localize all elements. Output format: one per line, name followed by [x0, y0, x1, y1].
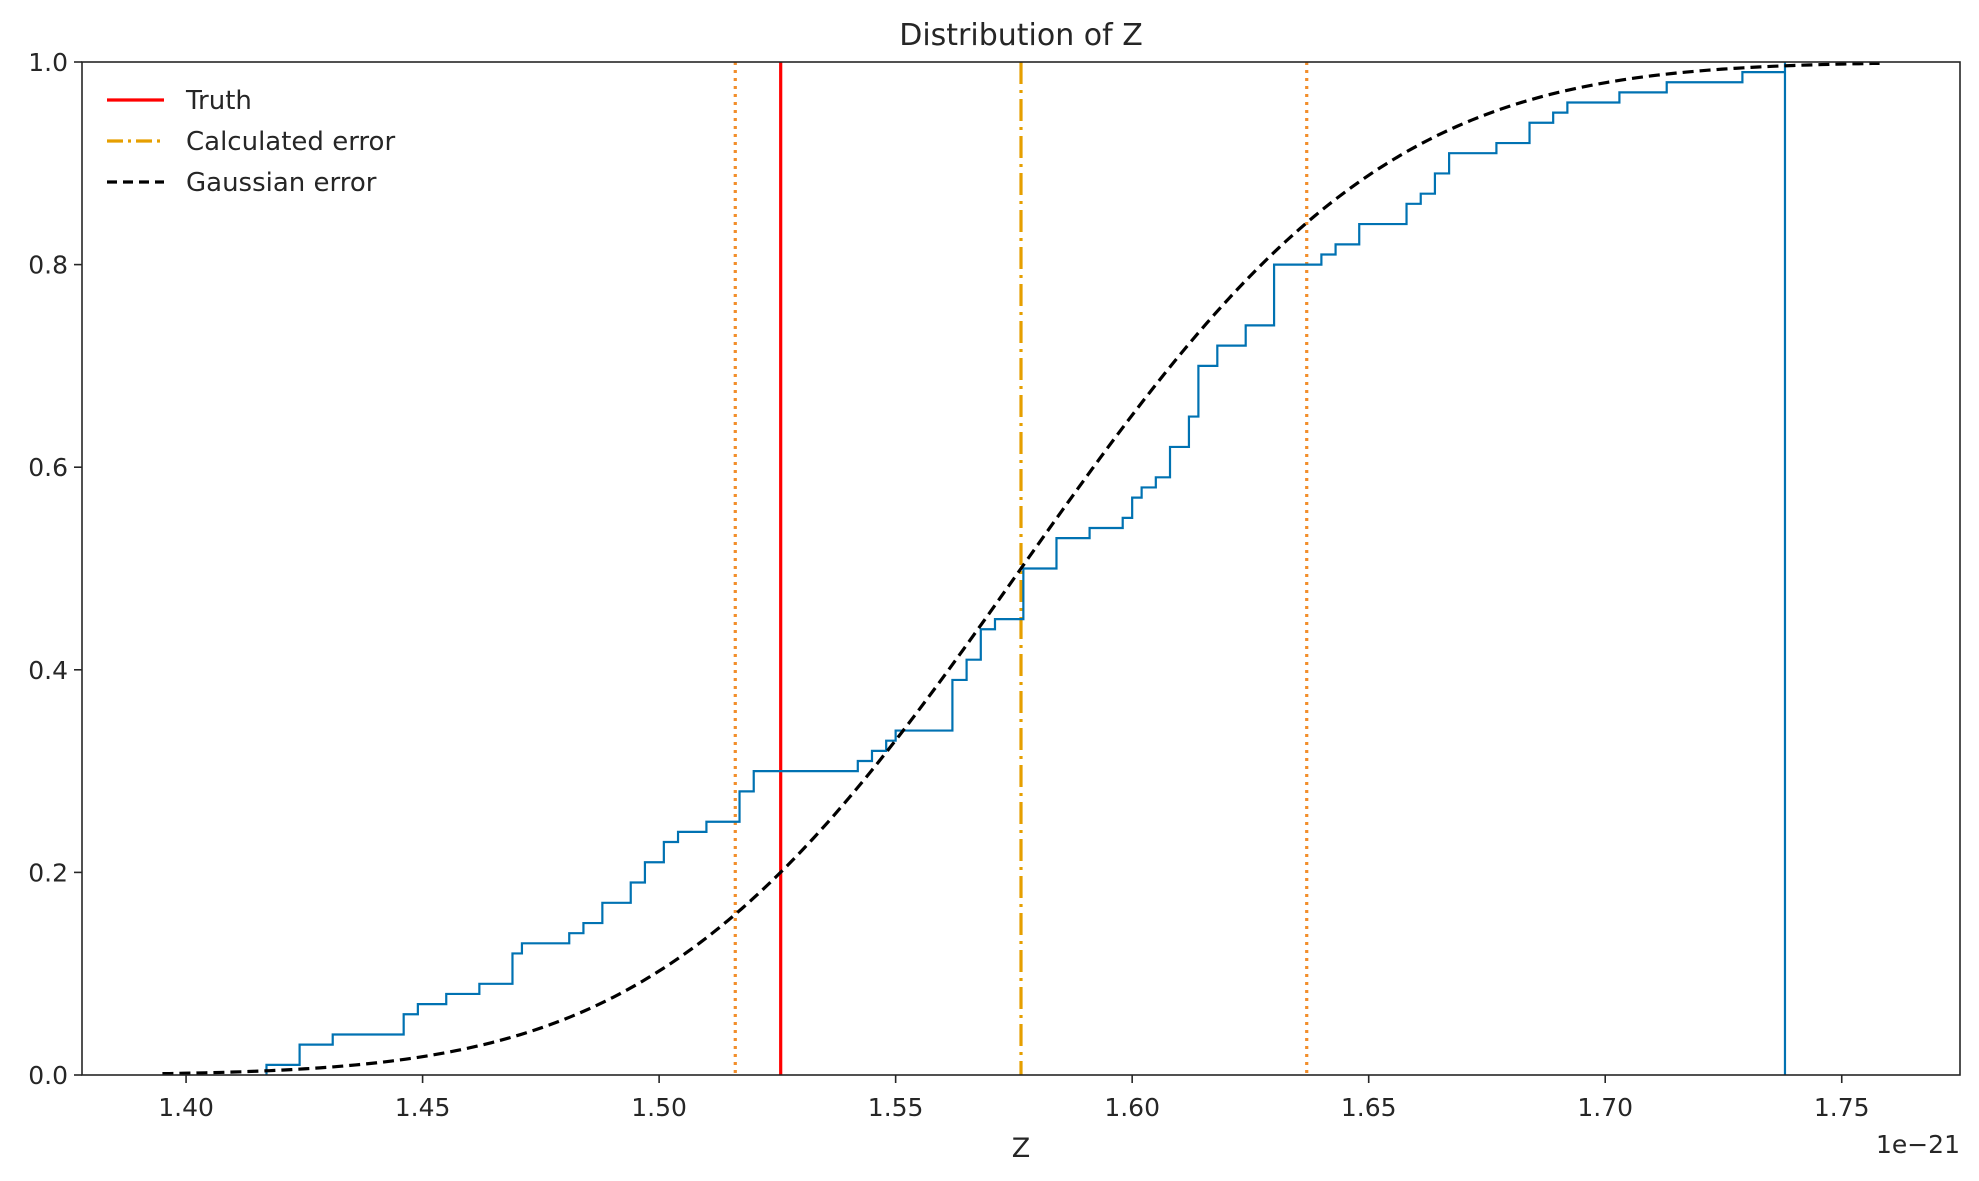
y-axis-ticks: 0.0 0.2 0.4 0.6 0.8 1.0: [28, 48, 82, 1090]
y-tick-label: 0.8: [28, 251, 68, 280]
x-tick-label: 1.55: [868, 1093, 924, 1122]
x-tick-label: 1.65: [1341, 1093, 1397, 1122]
x-tick-label: 1.45: [395, 1093, 451, 1122]
y-tick-label: 1.0: [28, 48, 68, 77]
x-axis-ticks: 1.40 1.45 1.50 1.55 1.60 1.65 1.70 1.75: [158, 1075, 1870, 1122]
gaussian-cdf-line: [162, 62, 1880, 1075]
x-axis-offset-label: 1e−21: [1876, 1130, 1960, 1159]
x-axis-label: Z: [1012, 1133, 1031, 1164]
plot-frame: [81, 61, 1961, 1076]
plot-area: [162, 62, 1880, 1075]
ecdf-step-line: [265, 62, 1787, 1075]
x-tick-label: 1.70: [1577, 1093, 1633, 1122]
legend: Truth Calculated error Gaussian error: [107, 86, 395, 198]
legend-label: Gaussian error: [186, 168, 377, 198]
y-tick-label: 0.4: [28, 656, 68, 685]
chart-title: Distribution of Z: [899, 18, 1143, 53]
y-tick-label: 0.2: [28, 858, 68, 887]
y-tick-label: 0.0: [28, 1061, 68, 1090]
x-tick-label: 1.40: [158, 1093, 214, 1122]
y-tick-label: 0.6: [28, 453, 68, 482]
x-tick-label: 1.50: [631, 1093, 687, 1122]
x-tick-label: 1.60: [1104, 1093, 1160, 1122]
legend-label: Truth: [185, 86, 252, 116]
x-tick-label: 1.75: [1814, 1093, 1870, 1122]
legend-label: Calculated error: [186, 127, 395, 157]
